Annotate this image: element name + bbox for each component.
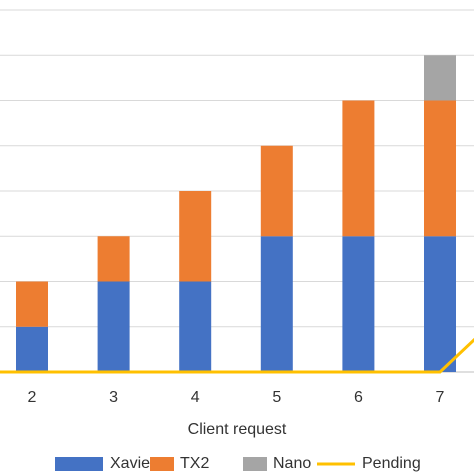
bar-segment <box>179 281 212 372</box>
legend-label: Xavier <box>110 455 156 472</box>
legend-swatch <box>243 457 267 471</box>
x-tick-label: 6 <box>354 389 363 406</box>
bar-segment <box>179 191 212 282</box>
bar-segment <box>424 100 456 237</box>
x-tick-label: 3 <box>109 389 118 406</box>
x-tick-label: 4 <box>191 389 200 406</box>
x-tick-label: 7 <box>436 389 445 406</box>
legend-swatch <box>55 457 103 471</box>
bar-segment <box>97 281 130 372</box>
line-series <box>0 337 474 374</box>
legend-label: TX2 <box>180 455 209 472</box>
x-tick-label: 2 <box>28 389 37 406</box>
bar-segment <box>342 100 375 237</box>
bar-segment <box>16 281 48 327</box>
bar-segment <box>424 236 456 372</box>
bar-segment <box>424 55 456 101</box>
bar-segment <box>16 326 48 372</box>
x-tick-label: 5 <box>272 389 281 406</box>
legend-label: Nano <box>273 455 311 472</box>
x-axis-title: Client request <box>188 421 287 438</box>
bar-segment <box>260 145 293 237</box>
legend-swatch <box>150 457 174 471</box>
bar-segment <box>97 236 130 282</box>
bar-segment <box>342 236 375 372</box>
bar-segment <box>260 236 293 372</box>
legend-label: Pending <box>362 455 421 472</box>
